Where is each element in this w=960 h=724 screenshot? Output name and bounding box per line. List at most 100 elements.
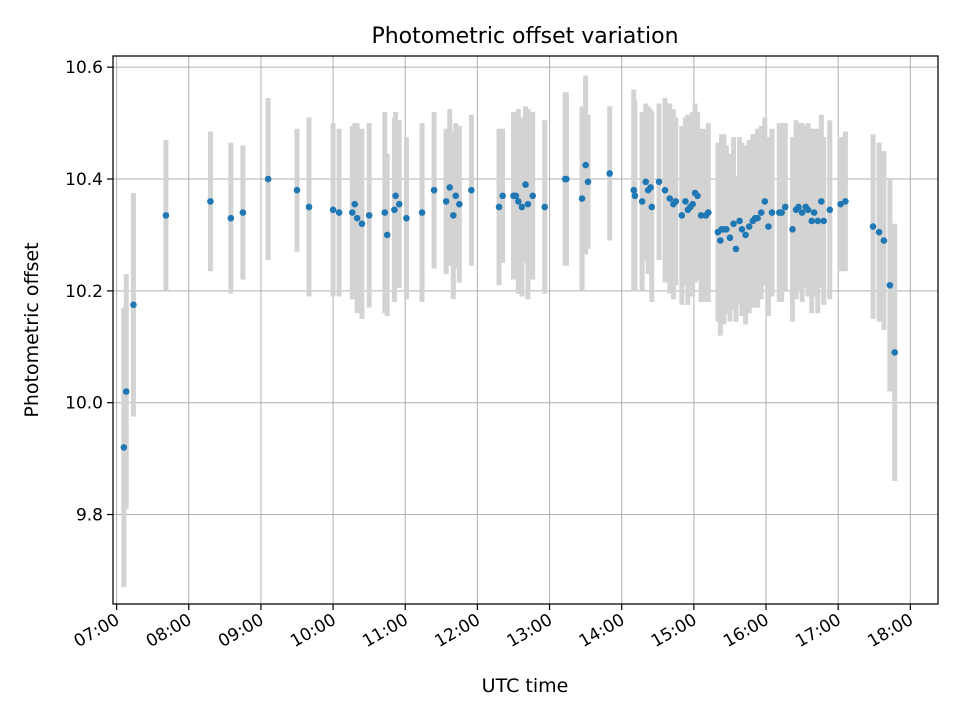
- data-point: [456, 200, 463, 208]
- data-point: [522, 181, 529, 188]
- data-point: [745, 223, 753, 230]
- data-point: [499, 192, 506, 200]
- data-point: [365, 212, 373, 219]
- data-point: [430, 186, 438, 194]
- data-point: [736, 217, 743, 225]
- data-point: [717, 237, 724, 244]
- data-point: [529, 192, 537, 200]
- data-point: [392, 192, 399, 200]
- data-point: [130, 301, 137, 309]
- data-point: [804, 206, 812, 214]
- data-point: [886, 281, 894, 289]
- data-point: [648, 203, 656, 211]
- data-point: [726, 234, 734, 242]
- data-point: [757, 209, 765, 216]
- chart-title: Photometric offset variation: [371, 24, 678, 49]
- data-point: [768, 209, 776, 216]
- data-point: [732, 245, 740, 253]
- y-axis-label: Photometric offset: [21, 242, 43, 417]
- data-point: [778, 209, 785, 216]
- data-point: [395, 200, 403, 208]
- data-point: [842, 198, 849, 205]
- x-axis-label: UTC time: [482, 675, 569, 697]
- data-point: [880, 237, 888, 244]
- y-tick-label: 10.0: [65, 394, 103, 414]
- data-point: [227, 214, 235, 222]
- data-point: [647, 184, 654, 191]
- data-point: [418, 209, 426, 216]
- data-point: [452, 192, 460, 200]
- data-point: [808, 217, 816, 225]
- data-point: [869, 223, 877, 230]
- plot-frame: [112, 55, 939, 605]
- data-point: [162, 212, 170, 219]
- data-point: [335, 209, 343, 216]
- data-point: [495, 203, 503, 211]
- data-point: [450, 212, 457, 219]
- data-point: [655, 178, 663, 186]
- data-point: [810, 209, 818, 216]
- data-point: [120, 444, 128, 451]
- data-point: [765, 223, 772, 230]
- data-point: [305, 203, 313, 211]
- data-point: [642, 178, 650, 186]
- data-point: [689, 200, 696, 208]
- data-point: [672, 198, 680, 205]
- data-point: [512, 192, 520, 200]
- data-point: [814, 217, 822, 225]
- data-point: [518, 203, 526, 211]
- y-tick-label: 9.8: [76, 506, 103, 526]
- data-point: [239, 209, 247, 216]
- y-tick-label: 10.2: [65, 282, 103, 302]
- data-point: [818, 198, 825, 205]
- data-point: [694, 192, 701, 200]
- data-point: [358, 220, 366, 228]
- data-point: [795, 203, 802, 211]
- data-point: [704, 209, 712, 216]
- data-point: [353, 214, 361, 222]
- data-point: [582, 161, 589, 169]
- data-point: [781, 203, 789, 211]
- data-point: [442, 198, 450, 205]
- data-point: [789, 226, 796, 233]
- data-point: [723, 226, 730, 233]
- data-point: [584, 178, 592, 186]
- data-point: [837, 200, 844, 208]
- data-point: [264, 175, 272, 183]
- data-point: [678, 212, 686, 219]
- data-point: [630, 186, 638, 194]
- y-tick-label: 10.4: [65, 170, 103, 190]
- data-point: [738, 226, 746, 233]
- data-point: [563, 175, 570, 183]
- data-point: [826, 206, 834, 214]
- data-point: [606, 170, 613, 177]
- data-point: [682, 198, 689, 205]
- data-point: [875, 228, 883, 236]
- data-point: [391, 206, 398, 214]
- data-point: [541, 203, 549, 211]
- data-point: [697, 212, 705, 219]
- data-point: [207, 198, 214, 205]
- data-point: [446, 184, 454, 191]
- data-point: [349, 209, 356, 216]
- data-point: [798, 209, 806, 216]
- data-point: [293, 186, 301, 194]
- data-point: [329, 206, 337, 214]
- data-point: [638, 198, 646, 205]
- data-point: [631, 192, 639, 200]
- data-point: [578, 195, 586, 202]
- data-point: [381, 209, 389, 216]
- data-point: [122, 388, 130, 395]
- data-point: [891, 349, 899, 356]
- y-axis-ticks: 9.8 10.0 10.2 10.4 10.6: [65, 58, 113, 526]
- data-point: [666, 195, 674, 202]
- data-point: [351, 200, 359, 208]
- data-point: [524, 200, 532, 208]
- data-point: [514, 198, 522, 205]
- data-point: [383, 231, 391, 239]
- data-point: [742, 231, 749, 239]
- data-point: [754, 214, 761, 222]
